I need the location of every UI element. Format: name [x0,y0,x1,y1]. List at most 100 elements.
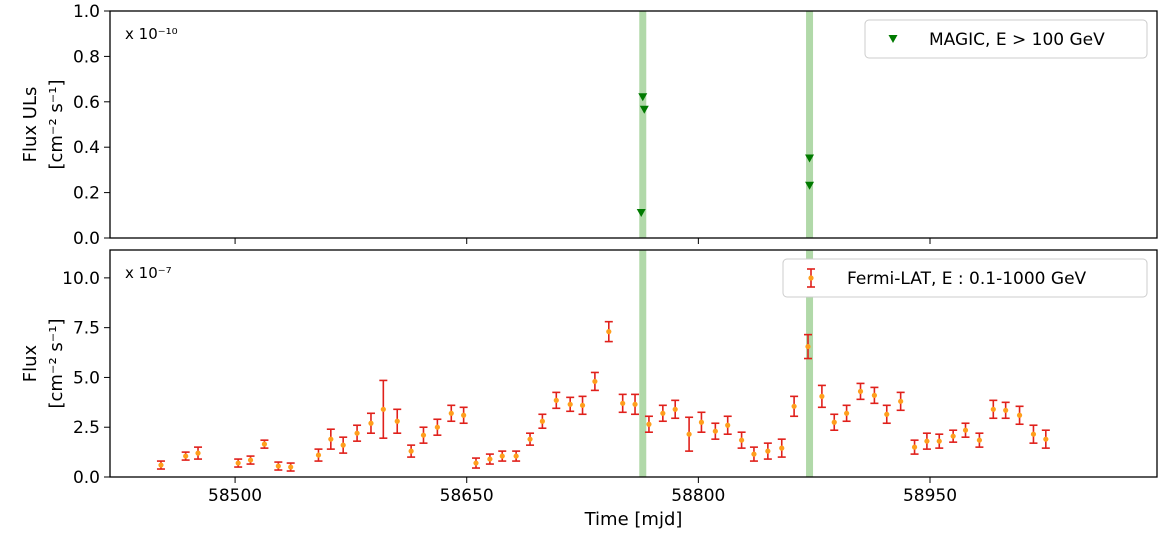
data-point [158,462,164,468]
data-point [183,453,189,459]
legend-marker [808,275,814,281]
data-point [1030,431,1037,437]
x-tick-label: 58500 [208,486,262,506]
data-point [1043,436,1049,442]
y-axis-label: [cm⁻² s⁻¹] [46,318,67,408]
data-point [340,442,346,448]
data-point [738,437,745,443]
data-point [660,410,666,416]
data-point [936,438,942,444]
legend-box [782,258,1148,298]
data-point [461,412,467,418]
data-point [354,430,360,436]
data-point [328,436,334,442]
data-point [539,418,545,424]
y-tick-label: 7.5 [73,319,100,339]
data-point [805,343,811,350]
data-point [527,436,533,442]
data-point [394,418,400,424]
data-point [434,424,440,430]
data-point [844,410,850,416]
data-point [725,422,731,428]
data-point [288,464,294,470]
data-point [420,432,427,438]
data-point [779,445,785,451]
data-point [990,406,996,412]
data-point [884,411,890,417]
plot-frame [109,249,1158,478]
upper-limit-marker [805,181,815,190]
data-point [871,392,878,398]
data-point [950,433,956,439]
highlight-band [806,11,814,238]
upper-limit-marker [805,154,815,163]
upper-limit-marker [636,209,646,218]
y-tick-label: 0.8 [73,47,100,67]
data-point [606,329,612,335]
upper-limit-marker [639,105,649,114]
y-tick-label: 1.0 [73,2,100,22]
data-point [368,420,374,426]
y-tick-label: 0.6 [73,93,100,113]
data-point [261,441,268,447]
data-point [579,402,586,408]
x-tick-label: 58650 [440,486,494,506]
legend-box [864,19,1148,59]
data-point [1003,407,1009,413]
data-point [962,427,969,433]
data-point [275,463,281,469]
legend-label: MAGIC, E > 100 GeV [929,30,1105,50]
upper-limit-marker [638,93,648,102]
data-point [487,456,493,462]
highlight-band [806,250,814,477]
legend-marker [888,35,898,43]
data-point [924,438,930,444]
data-point [567,401,573,407]
data-point [513,453,519,459]
y-axis-label: Flux [20,344,41,382]
data-point [247,457,254,463]
data-point [1016,412,1023,418]
highlight-band [639,250,647,477]
data-point [592,378,598,385]
legend-label: Fermi-LAT, E : 0.1-1000 GeV [847,269,1087,289]
y-tick-label: 0.4 [73,138,100,158]
data-point [765,448,771,454]
data-point [448,410,454,416]
y-axis-label: [cm⁻² s⁻¹] [46,79,67,169]
data-point [473,460,479,466]
scale-label: x 10⁻⁷ [125,264,172,282]
data-point [632,401,638,407]
y-tick-label: 0.2 [73,184,100,204]
y-tick-label: 10.0 [62,269,100,289]
data-point [195,450,201,456]
data-point [698,419,705,425]
y-tick-label: 0.0 [73,468,100,488]
data-point [712,428,718,434]
data-point [620,400,626,406]
scale-label: x 10⁻¹⁰ [125,25,178,43]
data-point [553,397,559,403]
x-tick-label: 58950 [903,486,957,506]
data-point [831,419,837,425]
data-point [235,460,241,466]
plot-frame [109,10,1158,239]
data-point [315,452,322,458]
highlight-band [639,11,647,238]
data-point [819,393,825,399]
y-tick-label: 5.0 [73,368,100,388]
y-tick-label: 2.5 [73,418,100,438]
data-point [380,406,386,412]
data-point [408,448,414,454]
data-point [976,437,983,443]
data-point [646,421,652,427]
data-point [857,388,864,394]
y-axis-label: Flux ULs [20,87,41,163]
data-point [911,444,918,450]
data-point [672,406,678,412]
y-tick-label: 0.0 [73,229,100,249]
data-point [499,453,505,459]
data-point [686,431,692,437]
